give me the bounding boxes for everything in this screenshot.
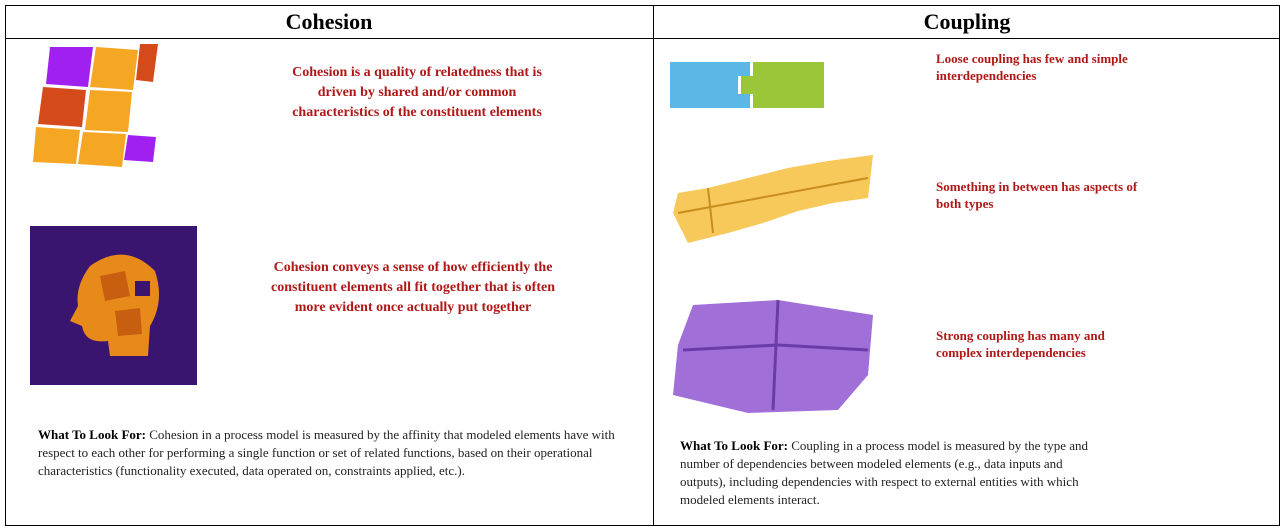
description: Loose coupling has few and simple interd…	[936, 51, 1128, 83]
text: Cohesion in a process model is measured …	[38, 427, 615, 478]
puzzle-illustration	[33, 44, 158, 167]
column-header: Coupling	[923, 9, 1011, 34]
description: Cohesion is a quality of relatedness tha…	[292, 65, 542, 120]
strong-coupling-illustration	[673, 299, 873, 413]
loose-coupling-illustration	[670, 62, 824, 108]
column-divider	[653, 5, 654, 526]
description: Cohesion conveys a sense of how efficien…	[271, 260, 555, 315]
what-to-look-for: What To Look For: Coupling in a process …	[680, 437, 1100, 509]
label: What To Look For:	[680, 438, 788, 453]
column-header: Cohesion	[285, 9, 373, 34]
label: What To Look For:	[38, 427, 146, 442]
text: Coupling in a process model is measured …	[680, 438, 1089, 507]
description: Strong coupling has many and complex int…	[936, 328, 1105, 360]
header-divider	[5, 5, 1280, 39]
head-illustration	[30, 226, 197, 385]
what-to-look-for: What To Look For: Cohesion in a process …	[38, 426, 628, 480]
description: Something in between has aspects of both…	[936, 179, 1138, 211]
medium-coupling-illustration	[673, 155, 873, 243]
table-border	[5, 5, 1280, 526]
